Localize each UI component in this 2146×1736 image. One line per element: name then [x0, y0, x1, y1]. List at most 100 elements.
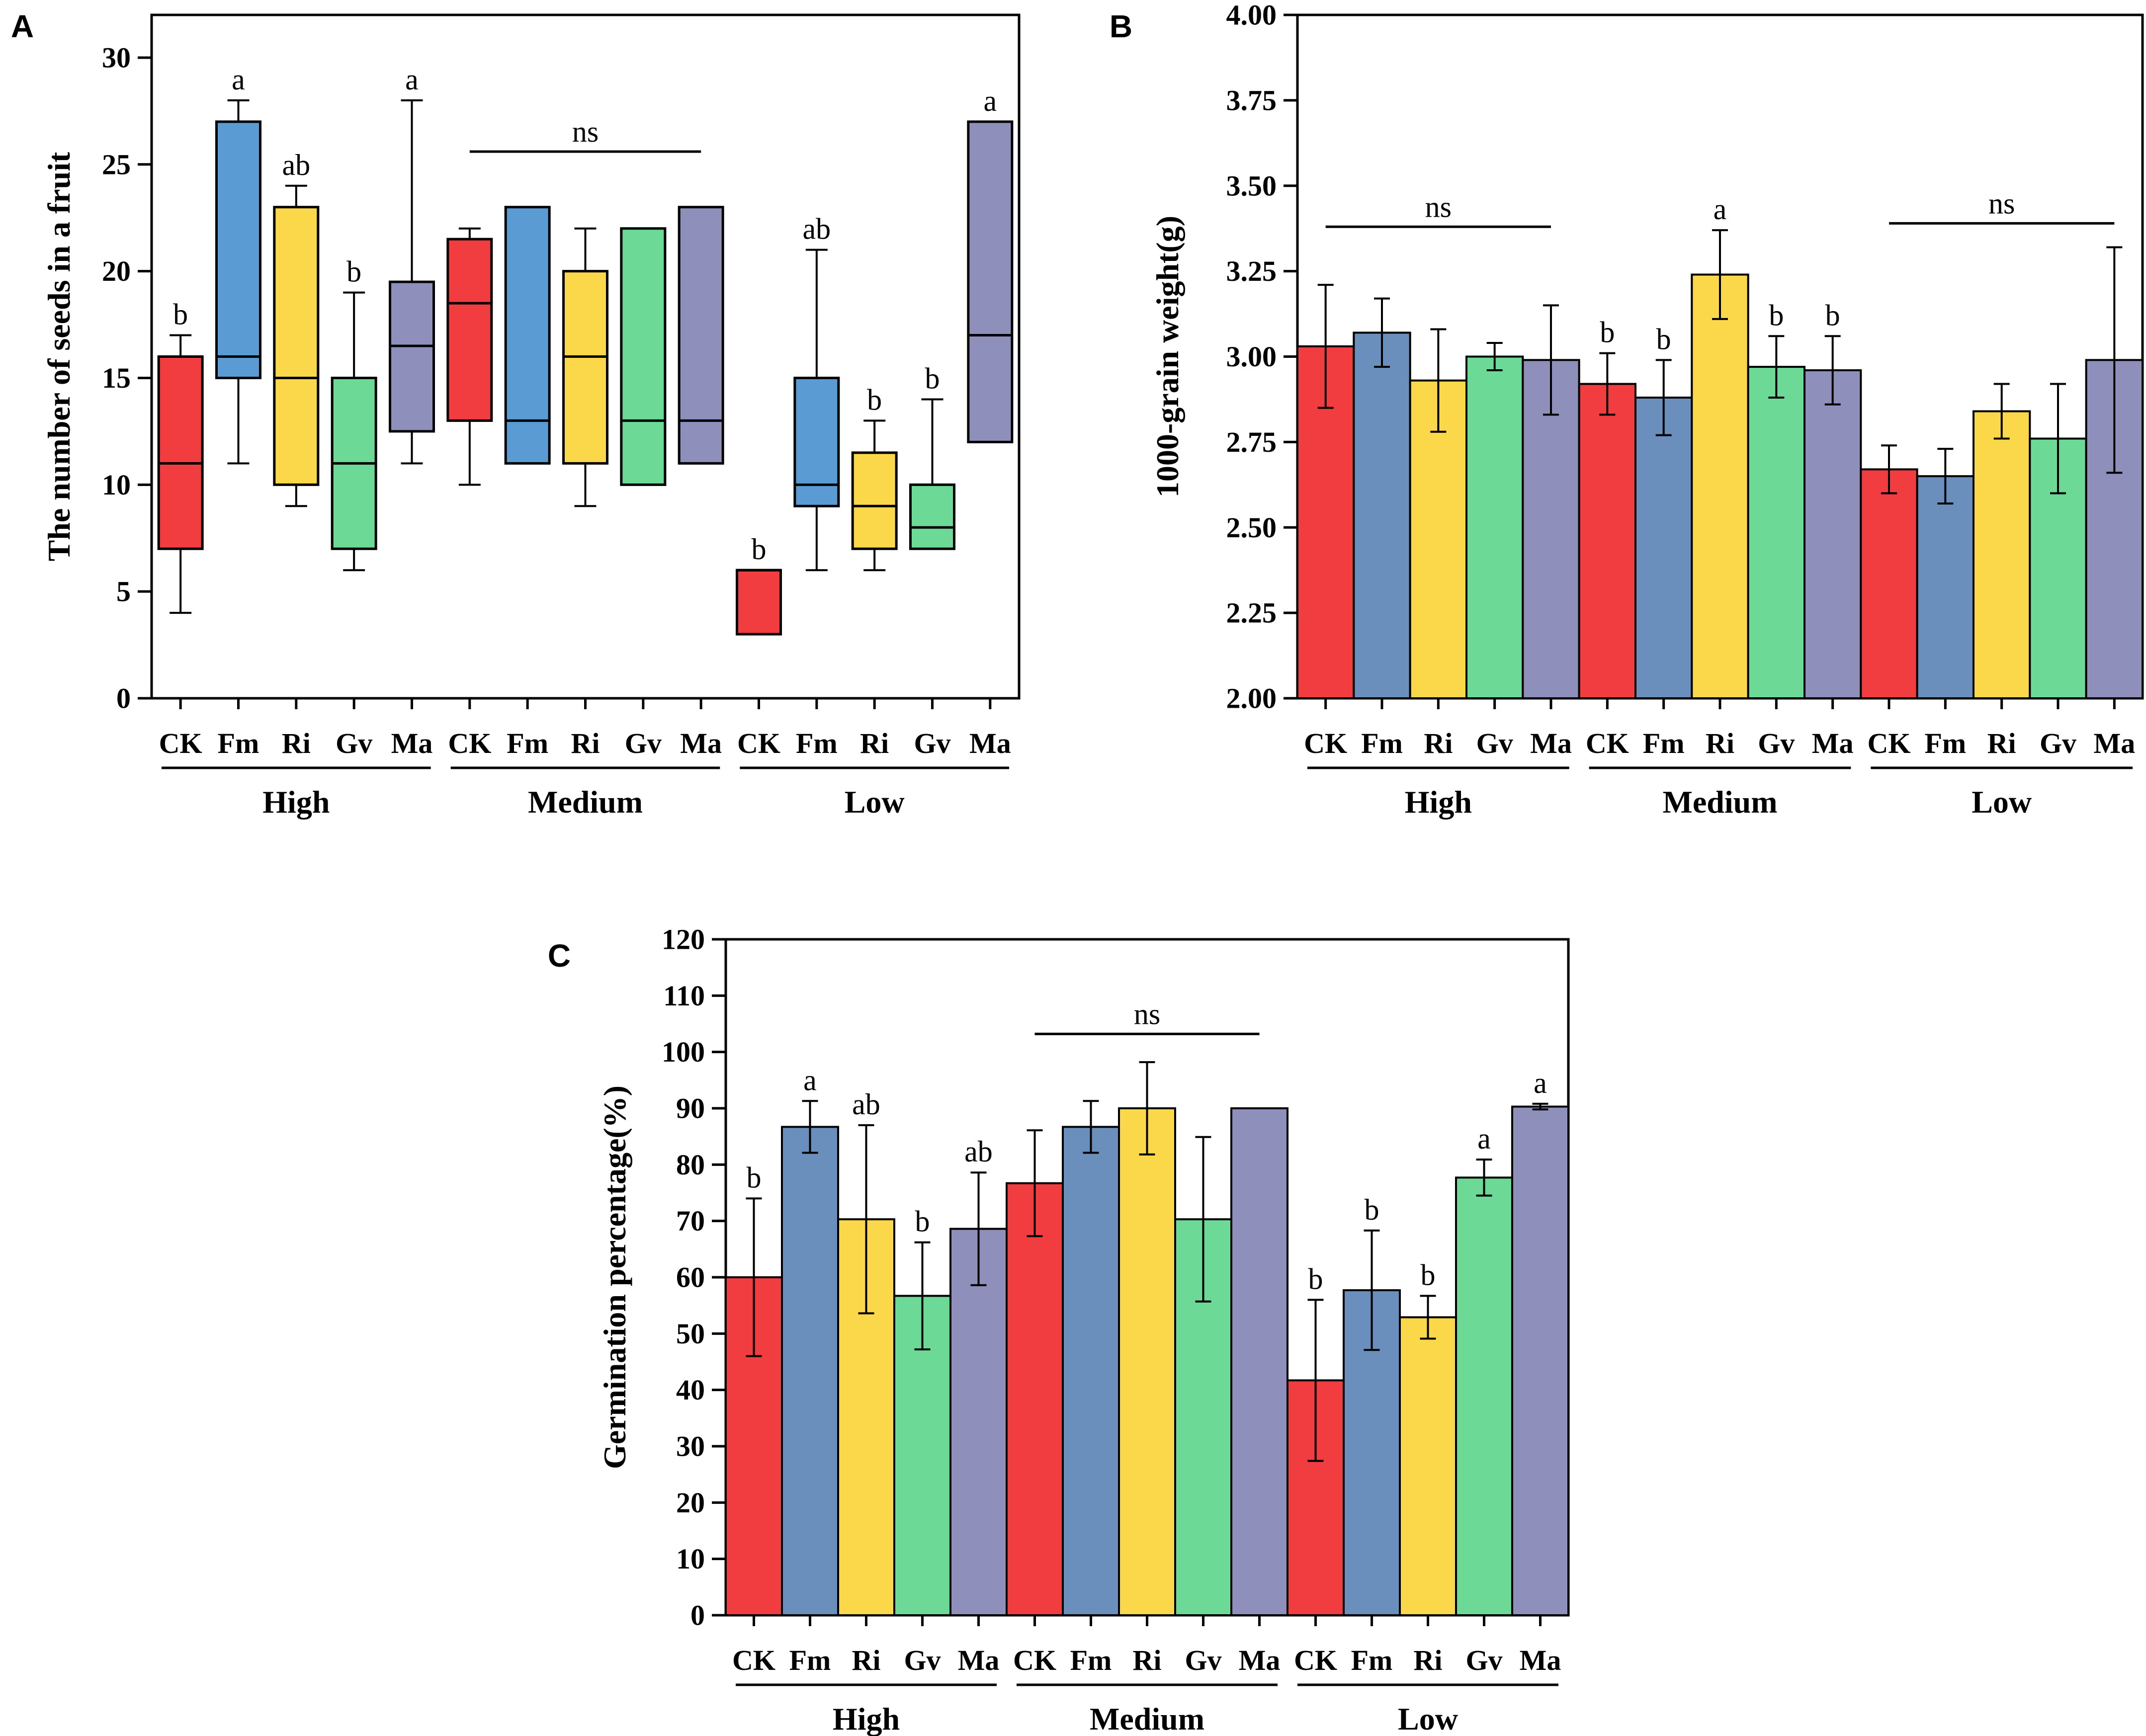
significance-label: ab — [852, 1088, 880, 1121]
group-label-Medium: Medium — [528, 784, 643, 820]
y-tick-label: 0 — [116, 682, 131, 715]
significance-label: b — [915, 1205, 930, 1238]
y-tick-label: 110 — [663, 980, 705, 1012]
group-label-Low: Low — [1972, 784, 2032, 820]
y-tick-label: 3.50 — [1226, 169, 1277, 202]
bar-medium-ck — [1006, 1182, 1064, 1617]
group-label-Low: Low — [1398, 1701, 1458, 1736]
box-medium-ma — [678, 206, 724, 465]
x-tick-label-Gv: Gv — [1185, 1644, 1221, 1676]
significance-label: ab — [803, 213, 831, 246]
x-tick-label-Fm: Fm — [796, 727, 838, 759]
bar-high-ri — [1409, 379, 1468, 699]
x-tick-label-CK: CK — [1013, 1644, 1056, 1676]
ns-label: ns — [572, 115, 599, 148]
y-tick-label: 70 — [676, 1205, 705, 1237]
y-tick-label: 10 — [102, 469, 131, 501]
bar-medium-ck — [1578, 383, 1637, 699]
box-high-fm — [215, 120, 261, 379]
y-tick-label: 2.25 — [1226, 597, 1277, 629]
x-tick-label-Fm: Fm — [1361, 727, 1403, 759]
y-tick-label: 3.00 — [1226, 340, 1277, 373]
group-label-Low: Low — [845, 784, 905, 820]
x-tick-label-Ri: Ri — [860, 727, 889, 759]
x-tick-label-Fm: Fm — [1351, 1644, 1393, 1676]
bar-medium-ma — [1803, 369, 1862, 699]
y-tick-label: 30 — [102, 41, 131, 74]
y-tick-label: 80 — [676, 1149, 705, 1181]
significance-label: b — [1365, 1193, 1379, 1226]
significance-label: b — [1769, 299, 1784, 331]
significance-label: a — [232, 63, 245, 96]
bar-low-ri — [1973, 410, 2031, 699]
x-tick-label-Ma: Ma — [2093, 727, 2135, 759]
box-low-ck — [736, 569, 782, 636]
y-tick-label: 120 — [662, 923, 705, 956]
y-tick-label: 50 — [676, 1318, 705, 1350]
x-tick-label-Fm: Fm — [1070, 1644, 1112, 1676]
bar-medium-ri — [1118, 1107, 1176, 1616]
y-tick-label: 90 — [676, 1092, 705, 1125]
significance-label: a — [803, 1064, 817, 1096]
x-tick-label-Fm: Fm — [1643, 727, 1685, 759]
significance-label: b — [1308, 1262, 1323, 1295]
x-tick-label-CK: CK — [1586, 727, 1629, 759]
group-label-High: High — [262, 784, 330, 820]
x-tick-label-CK: CK — [159, 727, 202, 759]
x-tick-label-CK: CK — [737, 727, 780, 759]
bar-low-ma — [1511, 1105, 1569, 1617]
box-medium-ri — [562, 270, 608, 465]
x-tick-label-Ma: Ma — [391, 727, 433, 759]
y-tick-label: 25 — [102, 148, 131, 180]
bar-medium-ri — [1691, 273, 1749, 699]
significance-label: ab — [282, 149, 311, 181]
panel-label-C: C — [548, 938, 571, 974]
x-tick-label-Gv: Gv — [1465, 1644, 1502, 1676]
y-tick-label: 20 — [676, 1487, 705, 1519]
y-tick-label: 2.50 — [1226, 511, 1277, 544]
x-tick-label-Ri: Ri — [1706, 727, 1734, 759]
x-tick-label-Fm: Fm — [507, 727, 548, 759]
x-tick-label-Ma: Ma — [958, 1644, 1000, 1676]
significance-label: b — [346, 255, 361, 288]
significance-label: a — [1534, 1067, 1547, 1099]
bar-medium-gv — [1747, 366, 1806, 699]
panel-label-B: B — [1110, 8, 1132, 44]
box-medium-ck — [446, 238, 493, 422]
bar-high-fm — [1353, 331, 1411, 699]
bar-high-ma — [1522, 359, 1580, 699]
x-tick-label-Fm: Fm — [1924, 727, 1966, 759]
x-tick-label-CK: CK — [1294, 1644, 1337, 1676]
x-tick-label-Gv: Gv — [2040, 727, 2076, 759]
y-tick-label: 30 — [676, 1430, 705, 1463]
x-tick-label-Ma: Ma — [1520, 1644, 1561, 1676]
x-tick-label-CK: CK — [1868, 727, 1911, 759]
y-axis-label: The number of seeds in a fruit — [41, 152, 77, 561]
group-label-Medium: Medium — [1662, 784, 1777, 820]
y-tick-label: 10 — [676, 1543, 705, 1575]
box-high-ma — [389, 280, 435, 433]
bar-high-fm — [781, 1126, 839, 1616]
box-high-ri — [273, 206, 320, 486]
x-tick-label-Gv: Gv — [625, 727, 662, 759]
significance-label: b — [747, 1161, 762, 1194]
bar-high-gv — [1465, 355, 1524, 699]
group-label-High: High — [1405, 784, 1472, 820]
x-tick-label-Fm: Fm — [789, 1644, 831, 1676]
x-tick-label-Gv: Gv — [904, 1644, 941, 1676]
significance-label: b — [752, 533, 767, 566]
x-tick-label-Ri: Ri — [1414, 1644, 1443, 1676]
x-tick-label-Ri: Ri — [1424, 727, 1453, 759]
y-axis-label: 1000-grain weight(g) — [1150, 216, 1185, 497]
x-tick-label-Gv: Gv — [1758, 727, 1795, 759]
bar-low-ck — [1860, 468, 1918, 699]
y-tick-label: 0 — [690, 1599, 705, 1632]
y-tick-label: 4.00 — [1226, 0, 1277, 31]
y-tick-label: 5 — [116, 576, 131, 608]
y-tick-label: 15 — [102, 362, 131, 394]
significance-label: ab — [964, 1135, 993, 1168]
box-low-fm — [793, 376, 840, 507]
significance-label: b — [1825, 299, 1840, 331]
y-tick-label: 3.75 — [1226, 84, 1277, 116]
